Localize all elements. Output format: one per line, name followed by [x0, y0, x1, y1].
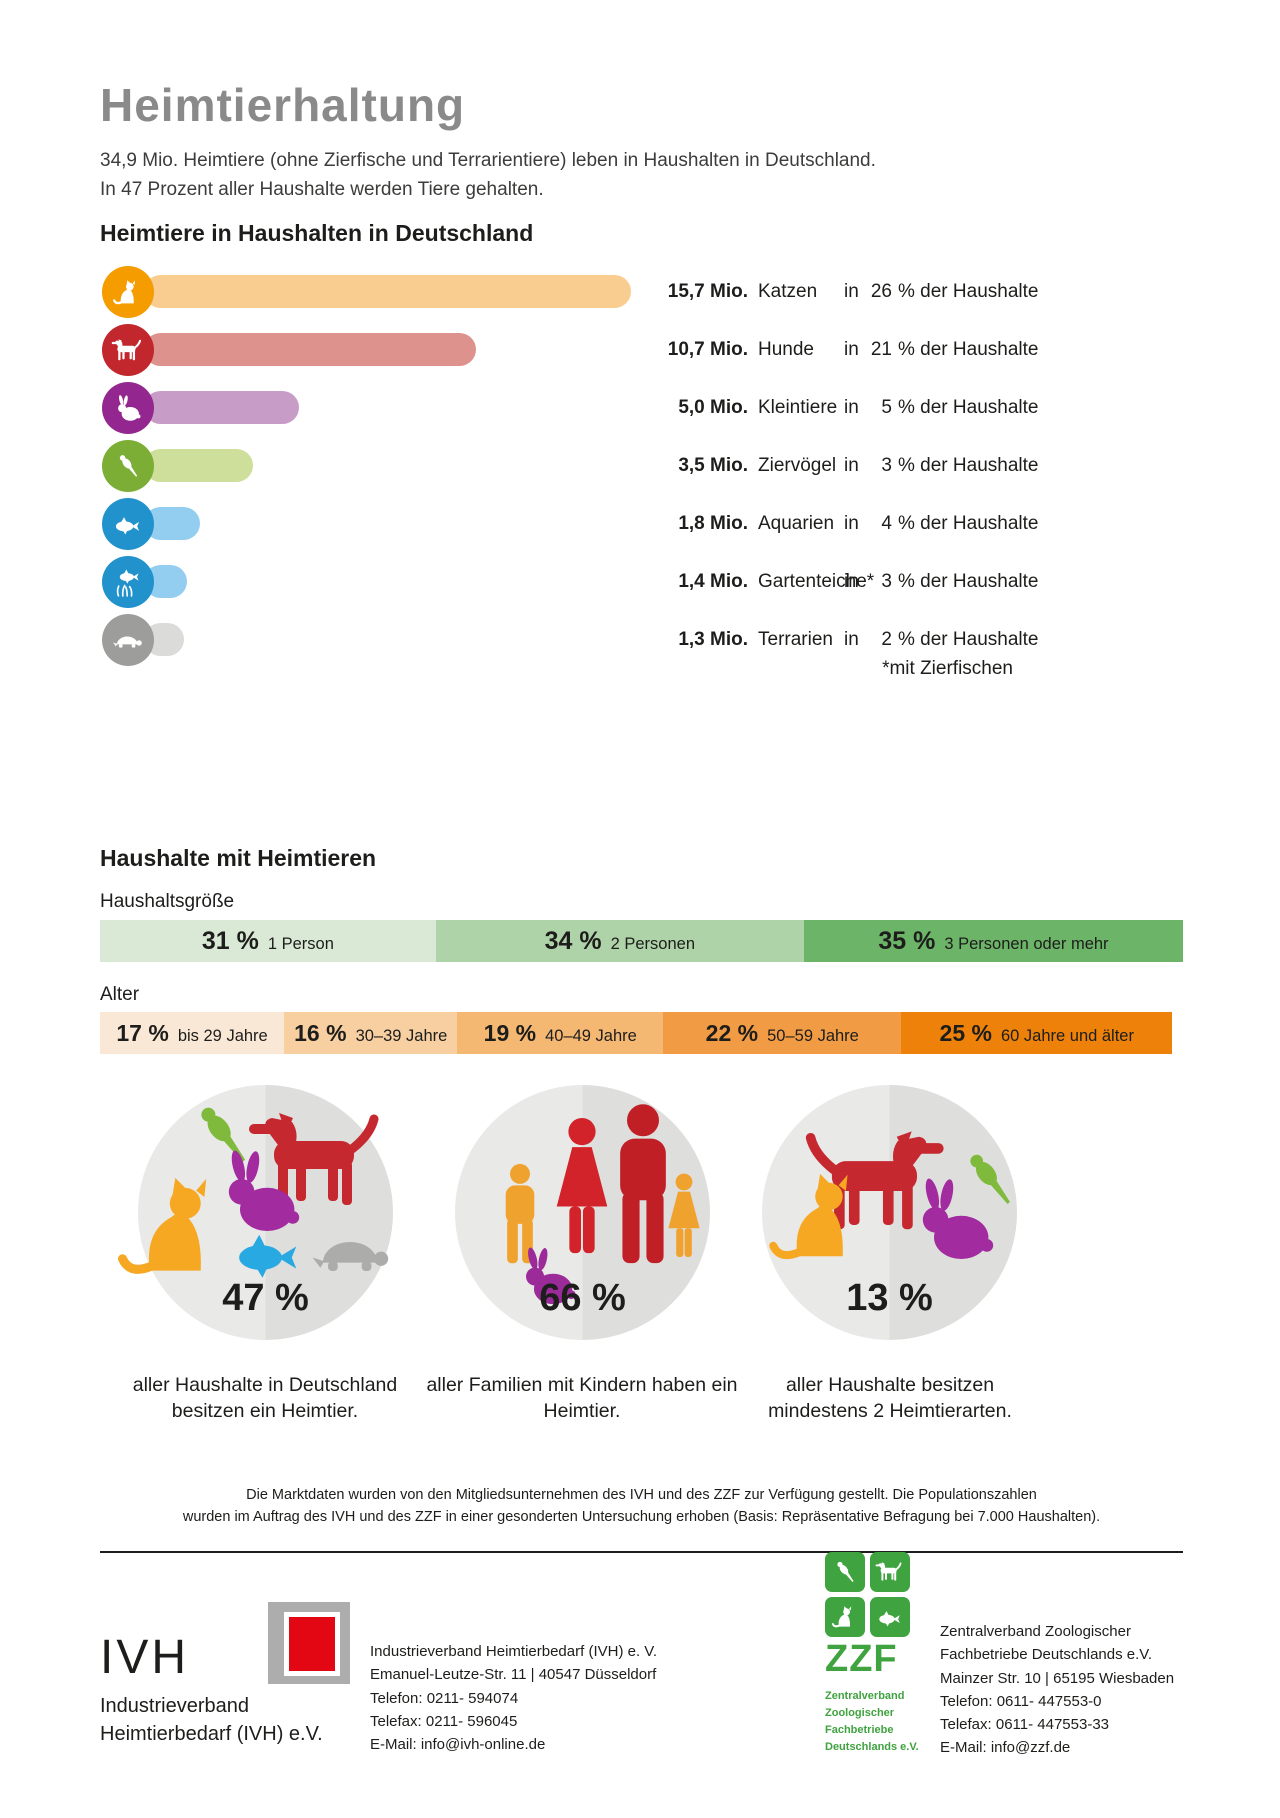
- household-size-label: Haushaltsgröße: [100, 891, 235, 912]
- pets-footnote: *mit Zierfischen: [882, 658, 1013, 679]
- pet-value: 3,5 Mio.: [678, 455, 748, 476]
- stat-value: 47 %: [222, 1277, 309, 1319]
- stat-circle-66: 66 %: [455, 1085, 710, 1340]
- pond-icon: [102, 556, 154, 608]
- disclaimer-text: Die Marktdaten wurden von den Mitgliedsu…: [182, 1487, 1101, 1526]
- age-label: Alter: [100, 984, 140, 1005]
- pet-name: Katzen: [758, 281, 818, 302]
- age-segment-30-39: 16 % 30–39 Jahre: [284, 1012, 458, 1054]
- age-segment-60plus: 25 % 60 Jahre und älter: [901, 1012, 1173, 1054]
- cat-icon: [102, 266, 154, 318]
- pet-row-aquarien: 1,8 Mio. Aquarien in 4% der Haushalte: [100, 495, 1183, 553]
- turtle-icon: [312, 1241, 389, 1272]
- stat-circle-13: 13 %: [762, 1085, 1017, 1340]
- zzf-logo: [825, 1552, 910, 1637]
- pets-bar-chart: 15,7 Mio. Katzen in 26% der Haushalte 10,…: [100, 263, 1183, 669]
- fish-icon: [239, 1234, 297, 1278]
- zzf-wordmark: ZZF: [825, 1638, 898, 1680]
- pet-share: in 5% der Haushalte: [844, 397, 1039, 418]
- size-segment-1person: 31 % 1 Person: [100, 920, 436, 962]
- bar-hunde: [144, 333, 476, 366]
- household-size-bar: 31 % 1 Person 34 % 2 Personen 35 % 3 Person…: [100, 920, 1183, 962]
- bird-icon: [102, 440, 154, 492]
- ivh-address: Industrieverband Heimtierbedarf (IVH) e.…: [370, 1640, 657, 1756]
- page-title: Heimtierhaltung: [100, 79, 466, 131]
- turtle-icon: [102, 614, 154, 666]
- ivh-org-name: Industrieverband Heimtierbedarf (IVH) e.…: [100, 1695, 323, 1745]
- pet-share: in 2% der Haushalte: [844, 629, 1039, 650]
- intro-text: 34,9 Mio. Heimtiere (ohne Zierfische und…: [100, 146, 876, 205]
- stat-circle-47: 47 %: [138, 1085, 393, 1340]
- ivh-logo: [268, 1602, 350, 1684]
- pet-name: Kleintiere: [758, 397, 838, 418]
- girl-icon: [668, 1173, 700, 1257]
- pet-row-katzen: 15,7 Mio. Katzen in 26% der Haushalte: [100, 263, 1183, 321]
- stat-caption-47: aller Haushalte in Deutschland besitzen …: [132, 1374, 398, 1423]
- cat-icon: [770, 1173, 875, 1262]
- size-segment-2personen: 34 % 2 Personen: [435, 920, 804, 962]
- fish-icon: [102, 498, 154, 550]
- pet-name: Terrarien: [758, 629, 833, 650]
- bar-katzen: [144, 275, 631, 308]
- age-segment-40-49: 19 % 40–49 Jahre: [457, 1012, 664, 1054]
- pet-row-gartenteiche: 1,4 Mio. Gartenteiche* in 3% der Haushalt…: [100, 553, 1183, 611]
- households-section-heading: Haushalte mit Heimtieren: [100, 845, 377, 871]
- stat-value: 66 %: [539, 1277, 626, 1319]
- size-segment-3personen: 35 % 3 Personen oder mehr: [803, 920, 1183, 962]
- pet-share: in 3% der Haushalte: [844, 571, 1039, 592]
- rabbit-icon: [102, 382, 154, 434]
- ivh-logo-red-square: [289, 1617, 335, 1671]
- stat-caption-13: aller Haushalte besitzen mindestens 2 He…: [768, 1374, 1012, 1423]
- pet-row-hunde: 10,7 Mio. Hunde in 21% der Haushalte: [100, 321, 1183, 379]
- intro-line-2: In 47 Prozent aller Haushalte werden Tie…: [100, 179, 544, 201]
- zzf-bird-icon: [825, 1552, 865, 1592]
- pet-share: in 21% der Haushalte: [844, 339, 1039, 360]
- pet-value: 1,4 Mio.: [678, 571, 748, 592]
- pet-value: 5,0 Mio.: [678, 397, 748, 418]
- pet-value: 10,7 Mio.: [667, 339, 748, 360]
- pet-name: Gartenteiche*: [758, 571, 875, 592]
- ivh-email: E-Mail: info@ivh-online.de: [370, 1736, 546, 1753]
- age-segment-50-59: 22 % 50–59 Jahre: [663, 1012, 902, 1054]
- pet-share: in 26% der Haushalte: [844, 281, 1039, 302]
- cat-icon: [118, 1177, 238, 1277]
- pet-name: Ziervögel: [758, 455, 837, 476]
- stat-caption-66: aller Familien mit Kindern haben ein Hei…: [426, 1374, 738, 1423]
- pet-share: in 4% der Haushalte: [844, 513, 1039, 534]
- ivh-wordmark: IVH: [100, 1631, 190, 1684]
- stat-value: 13 %: [846, 1277, 933, 1319]
- bird-icon: [966, 1150, 1016, 1208]
- zzf-dog-icon: [870, 1552, 910, 1592]
- pet-share: in 3% der Haushalte: [844, 455, 1039, 476]
- pet-name: Hunde: [758, 339, 814, 360]
- pet-value: 15,7 Mio.: [667, 281, 748, 302]
- pet-name: Aquarien: [758, 513, 835, 534]
- pet-value: 1,8 Mio.: [678, 513, 748, 534]
- zzf-cat-icon: [825, 1597, 865, 1637]
- footer-divider: [100, 1551, 1183, 1553]
- dog-icon: [102, 324, 154, 376]
- intro-line-1: 34,9 Mio. Heimtiere (ohne Zierfische und…: [100, 150, 876, 171]
- bar-kleintiere: [144, 391, 299, 424]
- pet-row-kleintiere: 5,0 Mio. Kleintiere in 5% der Haushalte: [100, 379, 1183, 437]
- zzf-logo-subtext: Zentralverband Zoologischer Fachbetriebe…: [825, 1690, 919, 1754]
- zzf-email: E-Mail: info@zzf.de: [940, 1739, 1071, 1757]
- pet-value: 1,3 Mio.: [678, 629, 748, 650]
- zzf-fish-icon: [870, 1597, 910, 1637]
- age-bar: 17 % bis 29 Jahre 16 % 30–39 Jahre 19 % 40–…: [100, 1012, 1183, 1054]
- zzf-address: Zentralverband Zoologischer Fachbetriebe…: [940, 1620, 1174, 1760]
- pets-section-heading: Heimtiere in Haushalten in Deutschland: [100, 220, 534, 246]
- pet-row-ziervoegel: 3,5 Mio. Ziervögel in 3% der Haushalte: [100, 437, 1183, 495]
- pet-row-terrarien: 1,3 Mio. Terrarien in 2% der Haushalte: [100, 611, 1183, 669]
- age-segment-bis29: 17 % bis 29 Jahre: [100, 1012, 285, 1054]
- bar-ziervoegel: [144, 449, 253, 482]
